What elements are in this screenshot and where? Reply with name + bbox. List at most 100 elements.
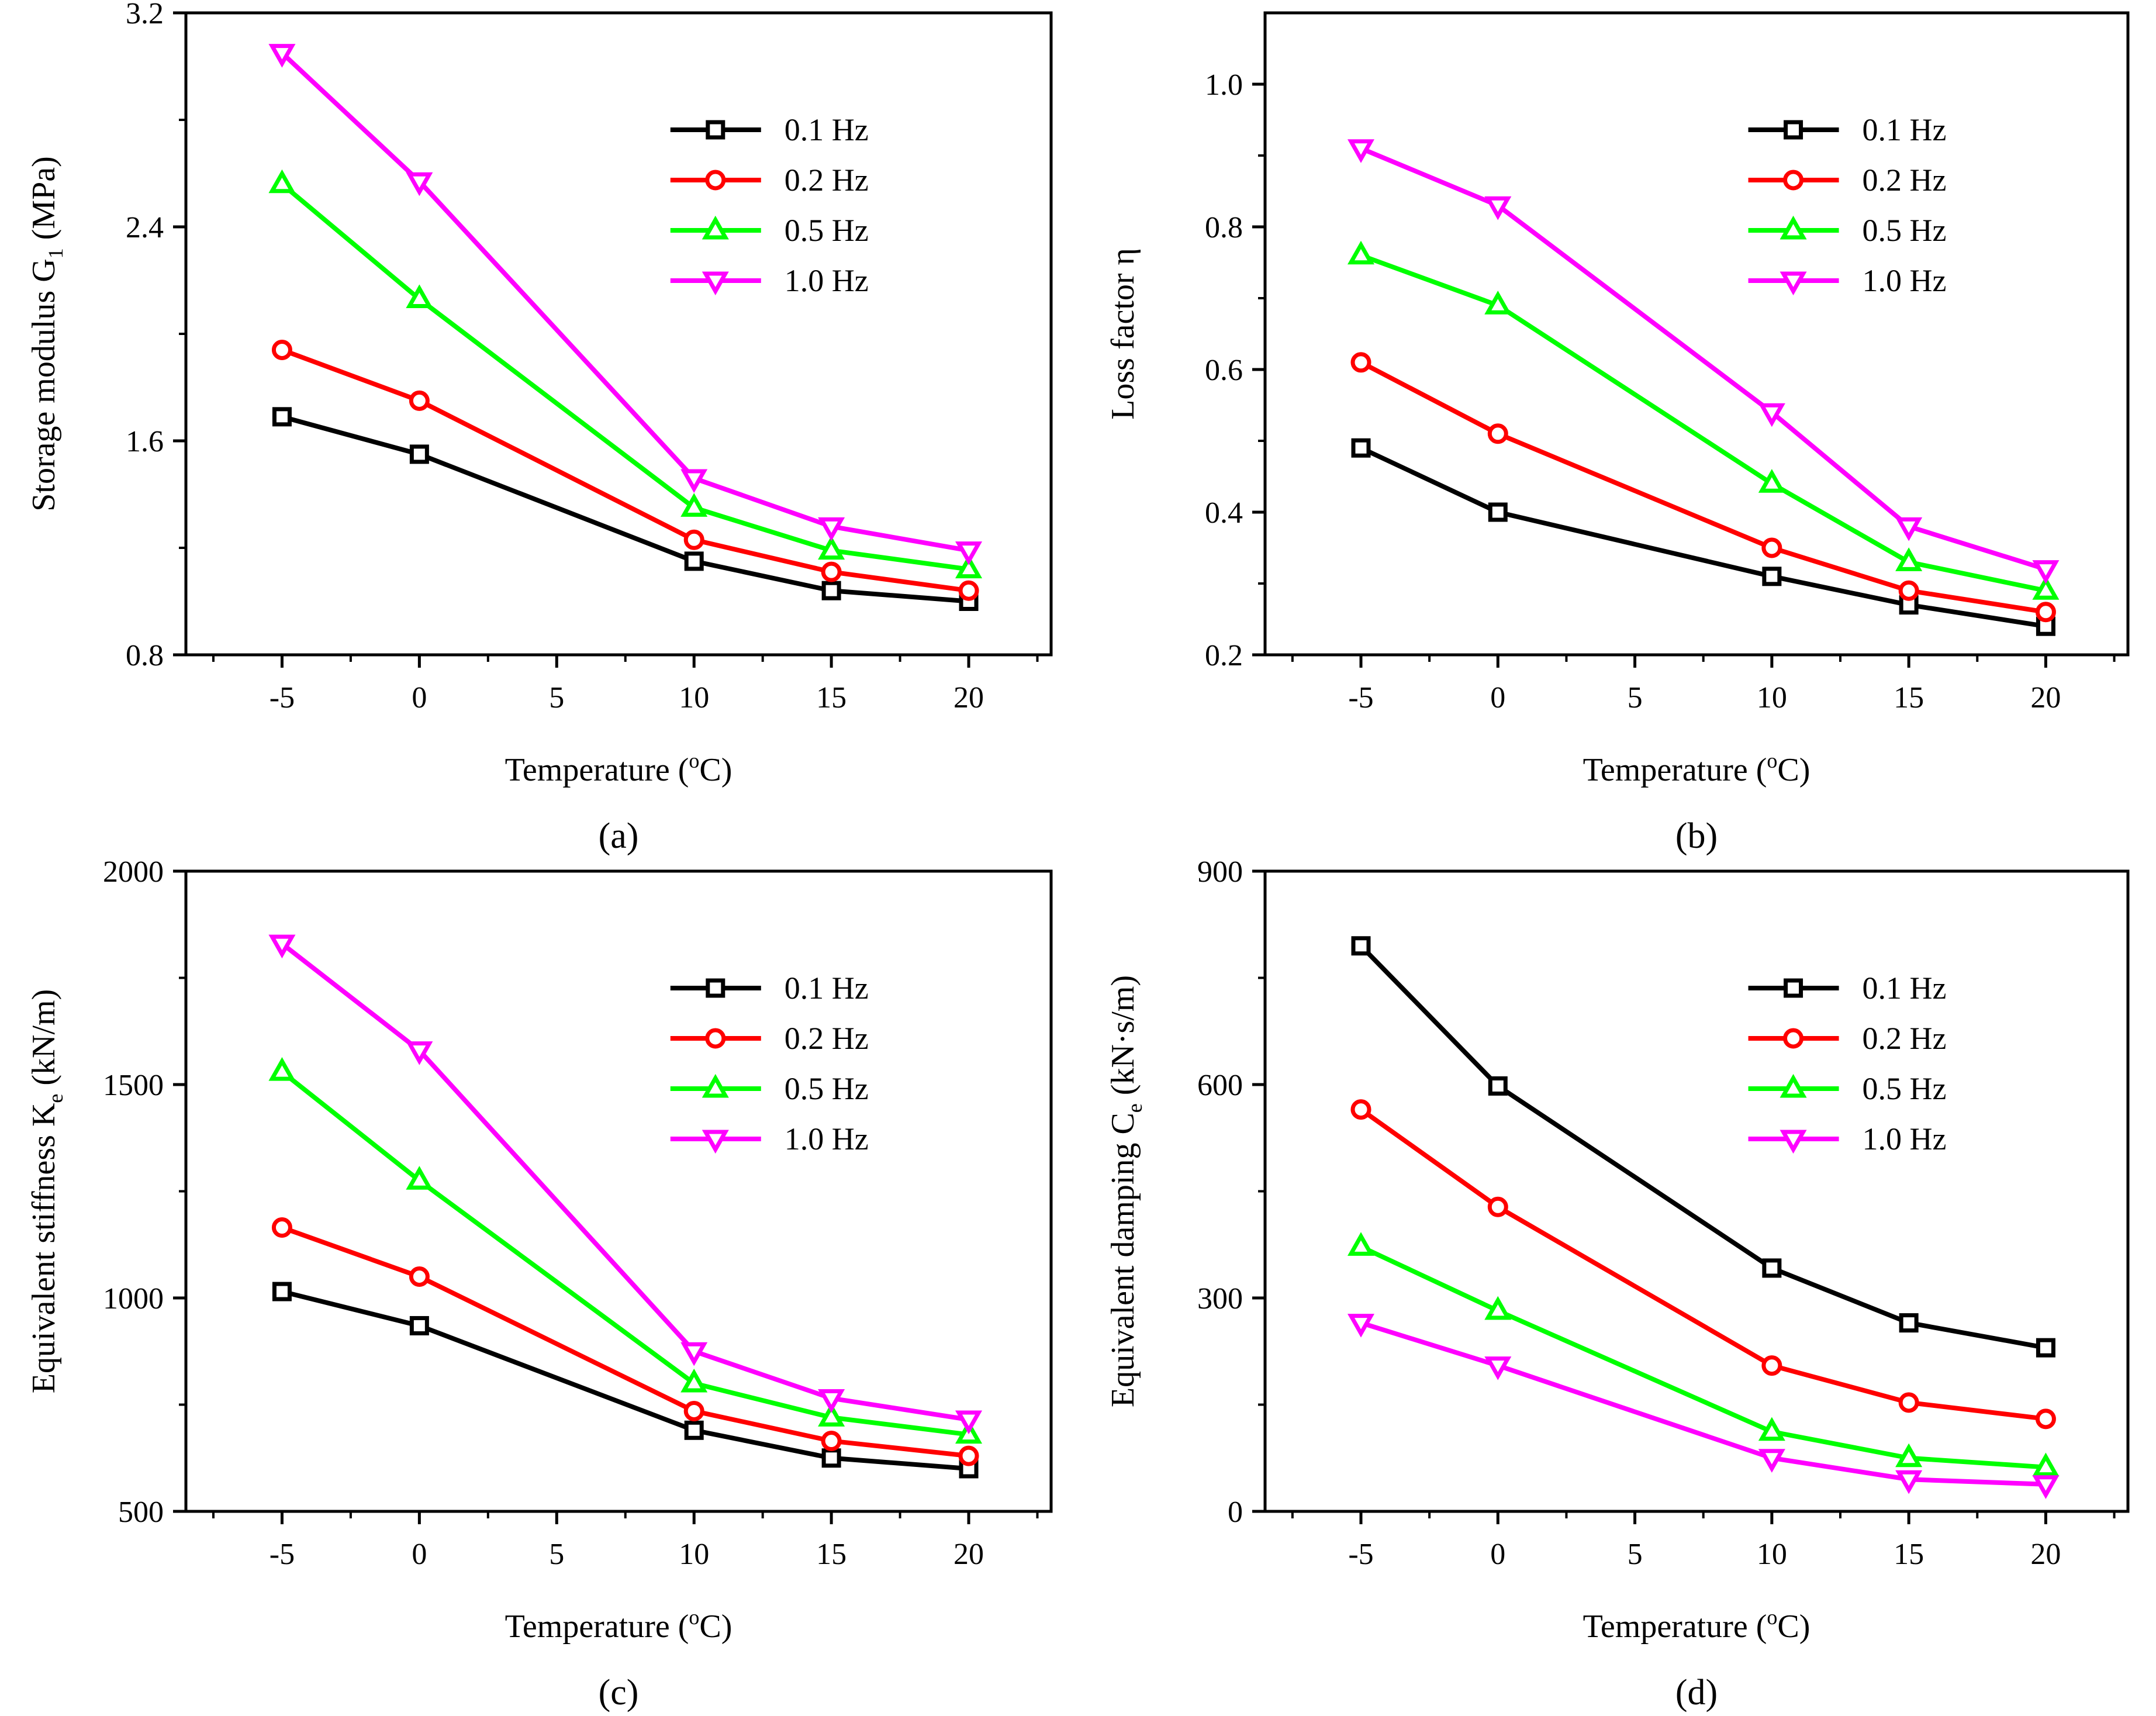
series-0_1-Hz bbox=[272, 407, 979, 611]
legend-entry: 0.5 Hz bbox=[1748, 213, 1947, 248]
data-point bbox=[409, 444, 429, 464]
plot-frame bbox=[184, 11, 1053, 657]
data-point bbox=[1895, 1470, 1923, 1494]
x-axis-title: Temperature (oC) bbox=[505, 1605, 733, 1645]
legend-label: 1.0 Hz bbox=[1863, 1121, 1947, 1156]
legend-label: 1.0 Hz bbox=[1863, 263, 1947, 298]
data-point bbox=[1898, 580, 1919, 601]
data-point bbox=[409, 390, 430, 411]
data-point bbox=[1350, 352, 1371, 373]
panel-label: (d) bbox=[1675, 1673, 1718, 1712]
series-1_0-Hz bbox=[268, 934, 983, 1435]
x-tick-label: 5 bbox=[549, 1538, 564, 1571]
legend-marker bbox=[706, 978, 725, 998]
x-tick-label: 0 bbox=[1490, 1538, 1505, 1571]
legend-marker bbox=[1784, 978, 1803, 998]
legend-entry: 0.5 Hz bbox=[1748, 1071, 1947, 1106]
legend-label: 1.0 Hz bbox=[785, 263, 869, 298]
y-tick-label: 0.2 bbox=[1205, 639, 1243, 672]
series-line bbox=[1360, 360, 2047, 614]
data-point bbox=[406, 172, 433, 196]
y-tick-label: 500 bbox=[118, 1496, 164, 1529]
data-point bbox=[268, 1057, 296, 1081]
data-point bbox=[1347, 1314, 1375, 1338]
data-point bbox=[1484, 291, 1512, 315]
x-tick-label: -5 bbox=[270, 681, 295, 714]
legend-label: 0.1 Hz bbox=[785, 112, 869, 147]
legend-label: 0.5 Hz bbox=[785, 1071, 869, 1106]
data-point bbox=[1761, 537, 1782, 558]
legend-entry: 0.1 Hz bbox=[1748, 112, 1947, 147]
legend-marker bbox=[705, 1028, 726, 1049]
x-tick-label: -5 bbox=[1348, 1538, 1373, 1571]
data-point bbox=[1758, 1417, 1785, 1441]
legend-label: 0.1 Hz bbox=[1863, 971, 1947, 1006]
series-0_5-Hz bbox=[268, 1057, 983, 1444]
panel-label: (a) bbox=[599, 816, 639, 856]
data-point bbox=[268, 44, 296, 68]
legend-entry: 0.1 Hz bbox=[1748, 971, 1947, 1006]
data-point bbox=[1762, 1258, 1782, 1278]
data-point bbox=[955, 541, 983, 565]
x-tick-label: 20 bbox=[953, 681, 984, 714]
x-tick-label: 15 bbox=[1894, 681, 1924, 714]
chart-panel-d: -5 0 5 10 15 20 0 300 600 900 Temperature (oC) Equi… bbox=[1105, 855, 2130, 1712]
x-tick-label: 15 bbox=[816, 1538, 846, 1571]
legend-entry: 0.1 Hz bbox=[670, 112, 869, 147]
legend-marker bbox=[1780, 1073, 1807, 1098]
data-point bbox=[268, 934, 296, 959]
legend-label: 0.2 Hz bbox=[785, 163, 869, 198]
data-point bbox=[1758, 1449, 1785, 1473]
legend-marker bbox=[702, 1130, 729, 1154]
series-1_0-Hz bbox=[1347, 139, 2060, 584]
chart-panel-a: -5 0 5 10 15 20 0.8 1.6 2.4 3.2 Temperature (oC) St… bbox=[26, 0, 1053, 856]
x-tick-label: 10 bbox=[1757, 1538, 1787, 1571]
data-point bbox=[958, 1445, 979, 1466]
legend-marker bbox=[1780, 215, 1807, 240]
data-point bbox=[684, 1420, 704, 1440]
data-point bbox=[2032, 576, 2060, 600]
data-point bbox=[818, 1389, 845, 1413]
x-tick-label: -5 bbox=[270, 1538, 295, 1571]
x-tick-label: 0 bbox=[412, 681, 427, 714]
data-point bbox=[1351, 936, 1371, 956]
data-point bbox=[821, 561, 842, 582]
data-point bbox=[1484, 196, 1512, 220]
x-tick-label: -5 bbox=[1348, 681, 1373, 714]
legend-marker bbox=[1780, 1130, 1807, 1154]
data-point bbox=[2032, 1475, 2060, 1499]
data-point bbox=[680, 493, 708, 517]
plot-frame bbox=[1263, 11, 2130, 657]
legend-entry: 0.2 Hz bbox=[1748, 1021, 1947, 1056]
y-tick-label: 0.4 bbox=[1205, 496, 1243, 530]
y-tick-label: 3.2 bbox=[126, 0, 164, 30]
y-tick-label: 1000 bbox=[103, 1282, 164, 1316]
legend-label: 1.0 Hz bbox=[785, 1121, 869, 1156]
legend-marker bbox=[1783, 1028, 1804, 1049]
legend-entry: 0.5 Hz bbox=[670, 213, 869, 248]
data-point bbox=[271, 1217, 292, 1238]
x-tick-label: 5 bbox=[1628, 1538, 1643, 1571]
x-tick-label: 10 bbox=[679, 681, 709, 714]
x-axis-title: Temperature (oC) bbox=[1583, 749, 1811, 788]
x-tick-label: 20 bbox=[2030, 681, 2061, 714]
data-point bbox=[1488, 1076, 1508, 1096]
series-0_2-Hz bbox=[1350, 1099, 2056, 1430]
legend-entry: 0.2 Hz bbox=[670, 1021, 869, 1056]
legend-entry: 0.2 Hz bbox=[1748, 163, 1947, 198]
legend-marker bbox=[1780, 271, 1807, 296]
data-point bbox=[1487, 1196, 1508, 1217]
y-tick-label: 2.4 bbox=[126, 211, 164, 244]
data-point bbox=[2035, 602, 2056, 623]
x-axis-title: Temperature (oC) bbox=[505, 749, 733, 788]
data-point bbox=[1351, 438, 1371, 458]
series-0_2-Hz bbox=[271, 339, 979, 601]
data-point bbox=[821, 581, 841, 600]
y-tick-label: 0 bbox=[1228, 1496, 1243, 1529]
legend-entry: 1.0 Hz bbox=[1748, 263, 1947, 298]
legend-marker bbox=[702, 215, 729, 240]
y-axis-title: Storage modulus G1 (MPa) bbox=[26, 156, 67, 512]
series-line bbox=[281, 1289, 969, 1471]
legend-label: 0.1 Hz bbox=[785, 971, 869, 1006]
data-point bbox=[1762, 567, 1782, 586]
